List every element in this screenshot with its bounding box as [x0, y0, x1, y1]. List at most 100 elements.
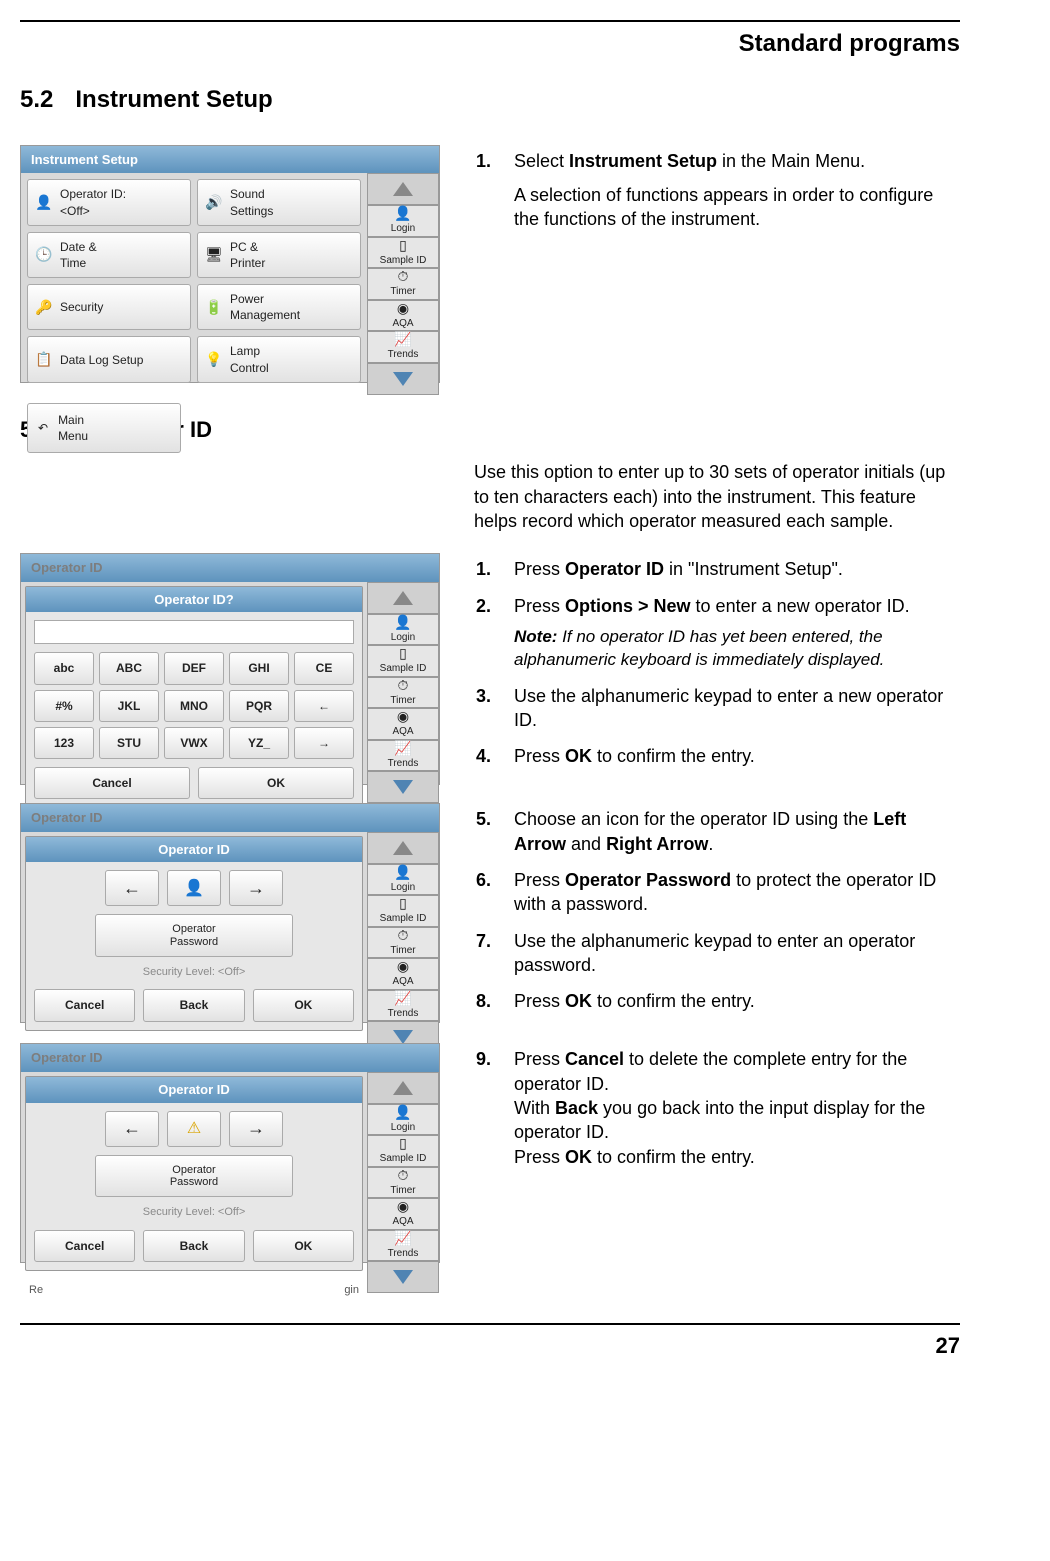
side-timer[interactable]: ⏱Timer [367, 677, 439, 709]
side-trends[interactable]: 📈Trends [367, 331, 439, 363]
scroll-up-button[interactable] [367, 582, 439, 614]
back-button[interactable]: Back [143, 989, 244, 1021]
side-login[interactable]: 👤Login [367, 205, 439, 237]
side-timer[interactable]: ⏱Timer [367, 1167, 439, 1199]
left-arrow-button[interactable]: ← [105, 870, 159, 906]
clip-right: gin [344, 1283, 359, 1298]
side-timer[interactable]: ⏱Timer [367, 268, 439, 300]
window-title-bg: Operator ID [21, 1044, 439, 1072]
setup-btn-label: Operator ID: <Off> [60, 186, 126, 218]
main-menu-button[interactable]: ↶Main Menu [27, 403, 181, 453]
step-number: 7. [476, 929, 500, 978]
person-icon: 👤 [36, 195, 52, 211]
window-title-bg: Operator ID [21, 554, 439, 582]
step-number: 5. [476, 807, 500, 856]
setup-btn-pc-printer[interactable]: 🖥PC & Printer [197, 232, 361, 278]
operator-password-button[interactable]: Operator Password [95, 1155, 293, 1197]
side-aqa[interactable]: ◉AQA [367, 958, 439, 990]
sample-icon: ▯ [399, 1136, 407, 1150]
side-aqa[interactable]: ◉AQA [367, 708, 439, 740]
setup-btn-label: Data Log Setup [60, 352, 143, 368]
aqa-icon: ◉ [397, 709, 409, 723]
sample-icon: ▯ [399, 646, 407, 660]
timer-icon: ⏱ [398, 1168, 409, 1182]
setup-btn-label: Security [60, 299, 103, 315]
key-right[interactable]: → [294, 727, 354, 759]
timer-icon: ⏱ [398, 269, 409, 283]
scroll-up-button[interactable] [367, 832, 439, 864]
side-sampleid[interactable]: ▯Sample ID [367, 895, 439, 927]
step-number: 3. [476, 684, 500, 733]
top-rule [20, 20, 960, 22]
dialog-title: Operator ID? [26, 587, 362, 613]
key-sym[interactable]: #% [34, 690, 94, 722]
side-trends[interactable]: 📈Trends [367, 740, 439, 772]
login-icon: 👤 [394, 206, 411, 220]
operator-id-input[interactable] [34, 620, 354, 644]
key-STU[interactable]: STU [99, 727, 159, 759]
trends-icon: 📈 [394, 332, 411, 346]
key-123[interactable]: 123 [34, 727, 94, 759]
scroll-up-button[interactable] [367, 1072, 439, 1104]
side-trends[interactable]: 📈Trends [367, 1230, 439, 1262]
right-arrow-button[interactable]: → [229, 1111, 283, 1147]
side-login[interactable]: 👤Login [367, 614, 439, 646]
page-number: 27 [20, 1331, 960, 1361]
key-ABC[interactable]: ABC [99, 652, 159, 684]
key-JKL[interactable]: JKL [99, 690, 159, 722]
setup-btn-label: Power Management [230, 291, 300, 323]
setup-btn-security[interactable]: 🔑Security [27, 284, 191, 330]
key-DEF[interactable]: DEF [164, 652, 224, 684]
step-number: 6. [476, 868, 500, 917]
key-GHI[interactable]: GHI [229, 652, 289, 684]
side-aqa[interactable]: ◉AQA [367, 300, 439, 332]
footer-rule [20, 1323, 960, 1325]
trends-icon: 📈 [394, 1231, 411, 1245]
scroll-down-button[interactable] [367, 1261, 439, 1293]
scroll-down-button[interactable] [367, 771, 439, 803]
setup-btn-lamp[interactable]: 💡Lamp Control [197, 336, 361, 382]
setup-btn-operator-id[interactable]: 👤 Operator ID: <Off> [27, 179, 191, 225]
back-button[interactable]: Back [143, 1230, 244, 1262]
setup-btn-power[interactable]: 🔋Power Management [197, 284, 361, 330]
key-MNO[interactable]: MNO [164, 690, 224, 722]
aqa-icon: ◉ [397, 1199, 409, 1213]
key-left[interactable]: ← [294, 690, 354, 722]
side-aqa[interactable]: ◉AQA [367, 1198, 439, 1230]
ok-button[interactable]: OK [198, 767, 354, 799]
side-trends[interactable]: 📈Trends [367, 990, 439, 1022]
screenshot-operator-id-icon-2: Operator ID Operator ID ← ⚠ → Operator P… [20, 1043, 440, 1263]
key-abc[interactable]: abc [34, 652, 94, 684]
security-level-label: Security Level: <Off> [34, 965, 354, 980]
dialog-title: Operator ID [26, 837, 362, 863]
cancel-button[interactable]: Cancel [34, 767, 190, 799]
key-VWX[interactable]: VWX [164, 727, 224, 759]
side-sampleid[interactable]: ▯Sample ID [367, 645, 439, 677]
side-timer[interactable]: ⏱Timer [367, 927, 439, 959]
timer-icon: ⏱ [398, 678, 409, 692]
left-arrow-button[interactable]: ← [105, 1111, 159, 1147]
ok-button[interactable]: OK [253, 1230, 354, 1262]
aqa-icon: ◉ [397, 301, 409, 315]
setup-btn-sound[interactable]: 🔊Sound Settings [197, 179, 361, 225]
side-sampleid[interactable]: ▯Sample ID [367, 237, 439, 269]
scroll-down-button[interactable] [367, 363, 439, 395]
side-login[interactable]: 👤Login [367, 1104, 439, 1136]
setup-btn-datetime[interactable]: 🕒Date & Time [27, 232, 191, 278]
step-text: Choose an icon for the operator ID using… [514, 807, 960, 856]
login-icon: 👤 [394, 865, 411, 879]
right-arrow-button[interactable]: → [229, 870, 283, 906]
cancel-button[interactable]: Cancel [34, 1230, 135, 1262]
key-CE[interactable]: CE [294, 652, 354, 684]
cancel-button[interactable]: Cancel [34, 989, 135, 1021]
main-menu-label: Main Menu [58, 412, 88, 444]
scroll-up-button[interactable] [367, 173, 439, 205]
key-PQR[interactable]: PQR [229, 690, 289, 722]
ok-button[interactable]: OK [253, 989, 354, 1021]
side-sampleid[interactable]: ▯Sample ID [367, 1135, 439, 1167]
icon-preview: 👤 [167, 870, 221, 906]
operator-password-button[interactable]: Operator Password [95, 914, 293, 956]
side-login[interactable]: 👤Login [367, 864, 439, 896]
key-YZ[interactable]: YZ_ [229, 727, 289, 759]
setup-btn-datalog[interactable]: 📋Data Log Setup [27, 336, 191, 382]
